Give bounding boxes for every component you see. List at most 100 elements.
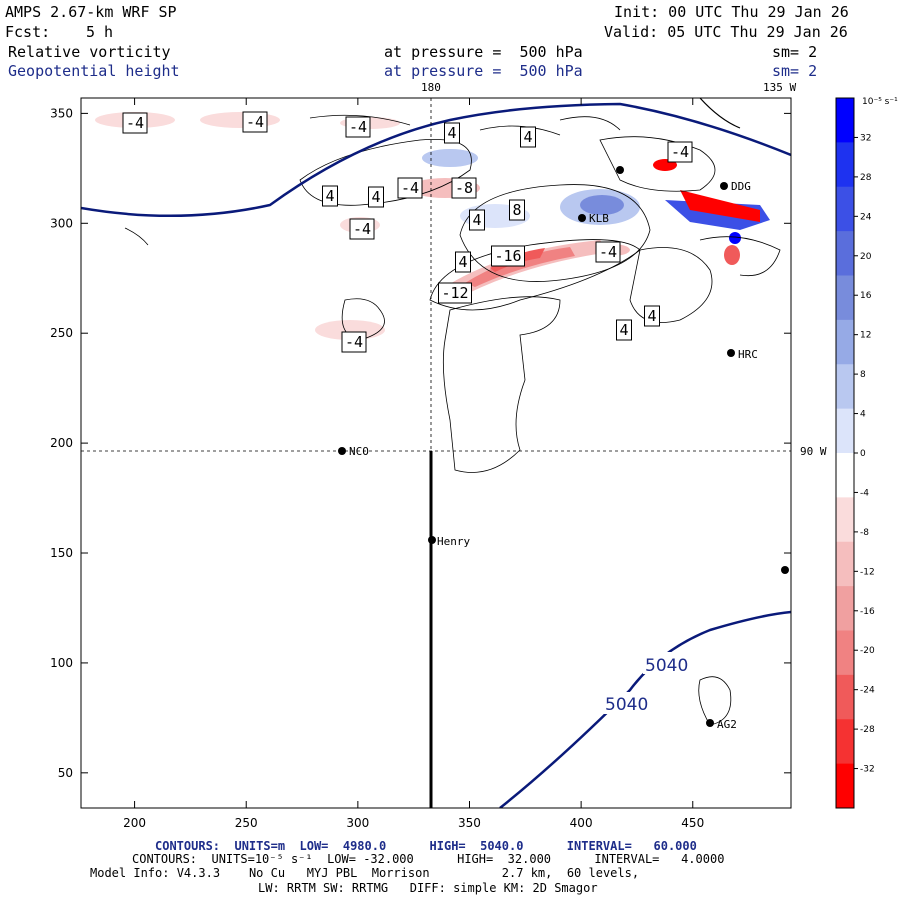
colorbar-segment <box>836 630 854 676</box>
field1-smoothing: sm= 2 <box>772 43 818 61</box>
vort-label: -8 <box>455 179 473 197</box>
colorbar-tick-label: 16 <box>860 291 872 301</box>
vort-label-box <box>469 209 485 231</box>
y-tick-label: 150 <box>50 546 73 560</box>
lon-180-label: 180 <box>421 81 441 94</box>
y-tick-label: 300 <box>50 216 73 230</box>
station-dot <box>706 719 714 727</box>
model-title: AMPS 2.67-km WRF SP <box>5 3 177 21</box>
colorbar-segment <box>836 763 854 809</box>
station-dot <box>727 349 735 357</box>
vort-label: 4 <box>458 253 467 271</box>
vort-label-box <box>444 122 460 144</box>
vorticity-labels: -4 -4 -4 4 4-4-4-84 4-448-16 -44-12-444 <box>122 111 693 353</box>
colorbar-segment <box>836 674 854 720</box>
x-tick-label: 450 <box>681 816 704 830</box>
colorbar: 32 28 24 20 16 12 8 4 0 -4 -8 -12 -16 -20 -24 -28 -32 <box>835 97 875 809</box>
station-label-ddg: DDG <box>731 180 751 193</box>
colorbar-unit: 10⁻⁵ s⁻¹ <box>862 97 898 107</box>
vort-label: -4 <box>246 113 264 131</box>
colorbar-tick-label: 32 <box>860 133 871 143</box>
y-tick-label: 250 <box>50 326 73 340</box>
colorbar-segment <box>836 497 854 543</box>
colorbar-segment <box>836 541 854 587</box>
y-tick-label: 350 <box>50 106 73 120</box>
station-dot <box>338 447 346 455</box>
forecast-label: Fcst: <box>5 23 51 41</box>
valid-time: Valid: 05 UTC Thu 29 Jan 26 <box>604 23 848 41</box>
colorbar-tick-label: -12 <box>860 567 875 577</box>
colorbar-segment <box>836 319 854 365</box>
colorbar-tick-label: -24 <box>860 686 875 696</box>
vort-label: 4 <box>523 128 532 146</box>
neg-vort-area <box>465 247 575 287</box>
vort-label-box <box>368 186 384 208</box>
colorbar-segment <box>836 142 854 188</box>
vort-label: -4 <box>345 333 363 351</box>
vort-label-box <box>520 126 536 148</box>
plot-frame <box>80 97 792 809</box>
x-tick-label: 400 <box>570 816 593 830</box>
colorbar-segment <box>836 408 854 454</box>
colorbar-segment <box>836 453 854 498</box>
vort-label-box <box>349 218 375 240</box>
neg-vort-area <box>724 245 740 265</box>
vort-label-box <box>509 199 525 221</box>
vort-label-box <box>644 305 660 327</box>
colorbar-tick-label: 0 <box>860 449 866 459</box>
height-contour-minor <box>699 98 741 129</box>
vort-label: -16 <box>494 247 521 265</box>
vort-label: -4 <box>126 114 144 132</box>
footer-physics: LW: RRTM SW: RRTMG DIFF: simple KM: 2D S… <box>258 881 598 895</box>
colorbar-tick-label: 4 <box>860 410 866 420</box>
vort-label: 4 <box>325 187 334 205</box>
neg-vort-area <box>680 190 760 222</box>
vort-label: 4 <box>647 307 656 325</box>
field1-name: Relative vorticity <box>8 43 171 61</box>
footer-model-info: Model Info: V4.3.3 No Cu MYJ PBL Morriso… <box>90 866 640 880</box>
vort-label: -12 <box>441 284 468 302</box>
x-tick-label: 350 <box>458 816 481 830</box>
station-label-ag2: AG2 <box>717 718 737 731</box>
lon-90w-label: 90 W <box>800 445 827 458</box>
vort-label: 8 <box>512 201 521 219</box>
station-label-hrc: HRC <box>738 348 758 361</box>
vort-label: 4 <box>619 321 628 339</box>
y-axis: 50 100 150 200 250 300 350 <box>50 106 791 780</box>
station-label-nco: NCO <box>349 445 369 458</box>
neg-vort-area <box>200 112 280 128</box>
vort-label: -4 <box>671 143 689 161</box>
field-layer <box>81 98 791 808</box>
pos-vort-area <box>580 195 624 215</box>
y-tick-label: 50 <box>58 766 73 780</box>
colorbar-segment <box>836 98 854 143</box>
vort-label: 4 <box>472 211 481 229</box>
station-dot <box>578 214 586 222</box>
station-label-klb: KLB <box>589 212 609 225</box>
colorbar-segment <box>836 364 854 410</box>
height-label: 5040 <box>605 695 648 715</box>
vort-label: -4 <box>349 118 367 136</box>
x-axis: 200 250 300 350 400 450 <box>123 98 704 830</box>
colorbar-tick-label: -20 <box>860 646 875 656</box>
vort-label: -4 <box>401 179 419 197</box>
vort-label: -4 <box>353 220 371 238</box>
vort-label: 4 <box>371 188 380 206</box>
colorbar-tick-label: 12 <box>860 331 871 341</box>
vort-label-box <box>455 251 471 273</box>
vort-label-box <box>242 111 268 133</box>
field2-smoothing: sm= 2 <box>772 62 818 80</box>
stations: NCO Henry HRC AG2 KLB DDG <box>338 166 789 731</box>
field2-level: at pressure = 500 hPa <box>384 62 583 80</box>
height-labels: 5040 5040 <box>603 652 693 715</box>
vort-label-box <box>345 116 371 138</box>
colorbar-segment <box>836 275 854 321</box>
colorbar-tick-label: 8 <box>860 370 866 380</box>
vort-label: -4 <box>599 243 617 261</box>
x-tick-label: 250 <box>235 816 258 830</box>
colorbar-tick-label: -8 <box>860 528 869 538</box>
x-tick-label: 200 <box>123 816 146 830</box>
colorbar-segment <box>836 186 854 232</box>
vort-label-box <box>438 282 472 304</box>
